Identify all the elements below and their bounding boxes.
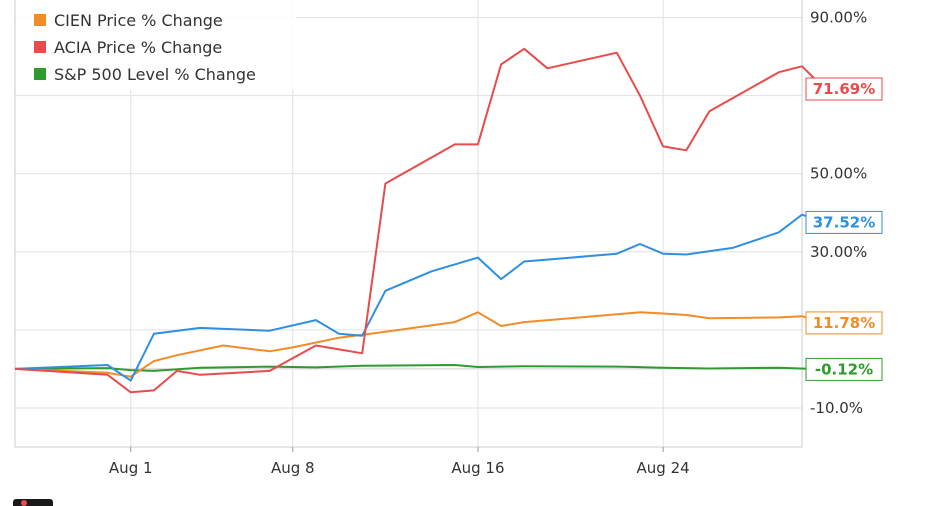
axes: Aug 1 Aug 8 Aug 16 Aug 24 90.00% 50.00% 30.00%… bbox=[14, 0, 867, 477]
x-tick-label: Aug 24 bbox=[637, 459, 690, 477]
legend-swatch bbox=[34, 68, 46, 80]
logo bbox=[13, 499, 53, 506]
legend-entry: CIEN Price % Change bbox=[54, 11, 223, 30]
x-tick-label: Aug 1 bbox=[109, 459, 153, 477]
end-label-box bbox=[805, 311, 883, 335]
series-line bbox=[14, 47, 826, 394]
x-tick-label: Aug 16 bbox=[451, 459, 504, 477]
end-label: 11.78% bbox=[813, 314, 875, 332]
end-label: 71.69% bbox=[813, 80, 875, 98]
x-tick-label: Aug 8 bbox=[271, 459, 315, 477]
y-tick-label: -10.0% bbox=[810, 399, 863, 417]
legend-entry: S&P 500 Level % Change bbox=[54, 65, 256, 84]
legend-swatch bbox=[34, 14, 46, 26]
end-labels: 37.52% 11.78% 71.69% -0.12% bbox=[805, 77, 883, 381]
logo-mark bbox=[13, 499, 53, 506]
series-lines bbox=[14, 47, 826, 394]
series-line bbox=[14, 213, 826, 382]
end-label-box bbox=[805, 210, 883, 234]
logo-dot bbox=[21, 500, 27, 506]
y-tick-label: 50.00% bbox=[810, 165, 867, 183]
end-label: 37.52% bbox=[813, 213, 875, 231]
series-line bbox=[14, 364, 826, 372]
legend: CIEN Price % Change ACIA Price % Change S&… bbox=[16, 0, 296, 90]
end-label-box bbox=[805, 357, 883, 381]
y-tick-label: 30.00% bbox=[810, 243, 867, 261]
legend-entry: ACIA Price % Change bbox=[54, 38, 222, 57]
series-line bbox=[14, 311, 826, 378]
end-label-box bbox=[805, 77, 883, 101]
end-label: -0.12% bbox=[815, 360, 873, 378]
legend-background bbox=[16, 0, 296, 90]
plot-frame bbox=[14, 0, 803, 448]
legend-swatch bbox=[34, 41, 46, 53]
y-tick-label: 90.00% bbox=[810, 9, 867, 27]
